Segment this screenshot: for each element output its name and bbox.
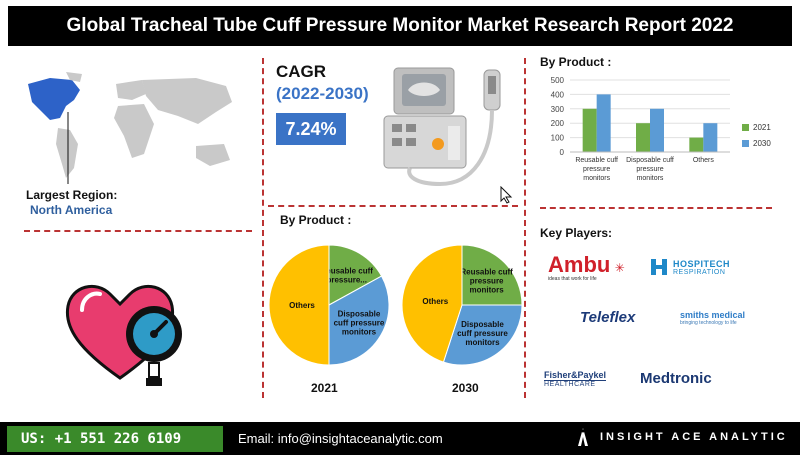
legend-swatch-2021 bbox=[742, 124, 749, 131]
largest-region-label: Largest Region: bbox=[26, 188, 118, 202]
bar-category-label-others: Others bbox=[693, 157, 715, 164]
fisher-paykel-logo: Fisher&Paykel HEALTHCARE bbox=[544, 370, 607, 388]
fisher-line1: Fisher&Paykel bbox=[544, 370, 607, 380]
key-players-title: Key Players: bbox=[540, 226, 613, 240]
hospitech-logo: HOSPITECH RESPIRATION bbox=[650, 258, 730, 276]
ambu-tagline: ideas that work for life bbox=[548, 276, 597, 282]
phone-number[interactable]: US: +1 551 226 6109 bbox=[7, 426, 223, 452]
bar-ytick-label: 200 bbox=[551, 119, 565, 128]
world-map bbox=[28, 72, 232, 184]
pie-chart-2021: Reusable cuff pressure... Disposable cuff p… bbox=[268, 244, 390, 366]
pie-label-others: Others bbox=[289, 301, 315, 310]
cagr-period: (2022-2030) bbox=[276, 84, 369, 103]
separator bbox=[262, 58, 264, 398]
separator bbox=[524, 58, 526, 398]
pie-label-reusable-cuff-pressure: Reusable cuff pressure... bbox=[320, 267, 373, 285]
legend-label-2030: 2030 bbox=[753, 139, 771, 148]
medtronic-logo: Medtronic bbox=[640, 370, 712, 387]
legend-swatch-2030 bbox=[742, 140, 749, 147]
teleflex-logo: Teleflex bbox=[580, 309, 636, 326]
pie-year-2021: 2021 bbox=[311, 381, 338, 395]
brand-logo: INSIGHT ACE ANALYTIC bbox=[576, 427, 788, 447]
cagr-value-badge: 7.24% bbox=[276, 113, 346, 145]
pie-label-reusable-cuff-pressure-monitors: Reusable cuff pressure monitors bbox=[460, 267, 513, 294]
bar-ytick-label: 300 bbox=[551, 105, 565, 114]
ambu-name: Ambu bbox=[548, 252, 611, 277]
pie-slice-reusable-cuff-pressure-monitors bbox=[461, 244, 523, 306]
email-address[interactable]: Email: info@insightaceanalytic.com bbox=[238, 431, 443, 446]
mouse-cursor-icon bbox=[500, 186, 513, 204]
pie-slice-disposable-cuff-pressure-monitors bbox=[328, 275, 390, 366]
separator bbox=[24, 230, 252, 232]
pie-chart-2030: Reusable cuff pressure monitors Disposable c… bbox=[401, 244, 523, 366]
cagr-value: 7.24% bbox=[285, 118, 337, 139]
insight-ace-mark-icon bbox=[578, 428, 588, 446]
bar-ytick-label: 500 bbox=[551, 76, 565, 85]
hospitech-line2: RESPIRATION bbox=[673, 268, 726, 276]
smiths-medical-logo: smiths medical bringing technology to li… bbox=[680, 310, 745, 326]
bar-ytick-label: 0 bbox=[560, 148, 565, 157]
separator bbox=[540, 207, 772, 209]
pie-section-title: By Product : bbox=[280, 213, 352, 227]
ambu-logo: Ambu ✳ ideas that work for life bbox=[548, 252, 625, 282]
bar-2030-others bbox=[703, 123, 718, 152]
bar-2021-disposable-cuff-pressure-monitors bbox=[636, 123, 650, 152]
ambu-star-icon: ✳ bbox=[614, 261, 625, 275]
bar-chart: 0 100 200 300 400 500 Reusable cuff pressure mon… bbox=[551, 76, 772, 182]
pie-slice-others bbox=[401, 244, 463, 363]
pie-year-2030: 2030 bbox=[452, 381, 479, 395]
legend-label-2021: 2021 bbox=[753, 123, 771, 132]
pie-label-disposable-cuff-pressure-monitors: Disposable cuff pressure monitors bbox=[334, 310, 385, 337]
smiths-line2: bringing technology to life bbox=[680, 320, 737, 326]
bar-category-label-disposable-cuff-pressure-monitors: Disposable cuff pressure monitors bbox=[626, 157, 674, 182]
hospitech-line1: HOSPITECH bbox=[673, 258, 731, 269]
bar-2021-others bbox=[689, 137, 704, 152]
smiths-line1: smiths medical bbox=[680, 310, 746, 320]
bar-2030-reusable-cuff-pressure-monitors bbox=[596, 94, 611, 152]
cuff-pressure-monitor-icon bbox=[383, 67, 501, 187]
hospitech-mark-icon bbox=[651, 259, 667, 275]
fisher-line2: HEALTHCARE bbox=[544, 380, 607, 388]
pie-slice-disposable-cuff-pressure-monitors bbox=[442, 304, 523, 366]
cagr-title: CAGR bbox=[276, 62, 327, 81]
pie-slice-reusable-cuff-pressure bbox=[328, 244, 383, 306]
heart-gauge-icon bbox=[65, 284, 182, 386]
bar-section-title: By Product : bbox=[540, 55, 612, 69]
pie-label-disposable-cuff-pressure-monitors: Disposable cuff pressure monitors bbox=[457, 320, 508, 347]
pie-label-others: Others bbox=[422, 297, 448, 306]
bar-2030-disposable-cuff-pressure-monitors bbox=[650, 108, 664, 152]
report-title: Global Tracheal Tube Cuff Pressure Monit… bbox=[8, 6, 792, 46]
separator bbox=[268, 205, 518, 207]
brand-name: INSIGHT ACE ANALYTIC bbox=[600, 431, 788, 443]
bar-2021-reusable-cuff-pressure-monitors bbox=[582, 108, 597, 152]
bar-ytick-label: 100 bbox=[551, 134, 565, 143]
bar-category-label-reusable-cuff-pressure-monitors: Reusable cuff pressure monitors bbox=[575, 157, 618, 182]
largest-region-value: North America bbox=[30, 203, 113, 217]
bar-ytick-label: 400 bbox=[551, 90, 565, 99]
pie-slice-others bbox=[268, 244, 330, 366]
